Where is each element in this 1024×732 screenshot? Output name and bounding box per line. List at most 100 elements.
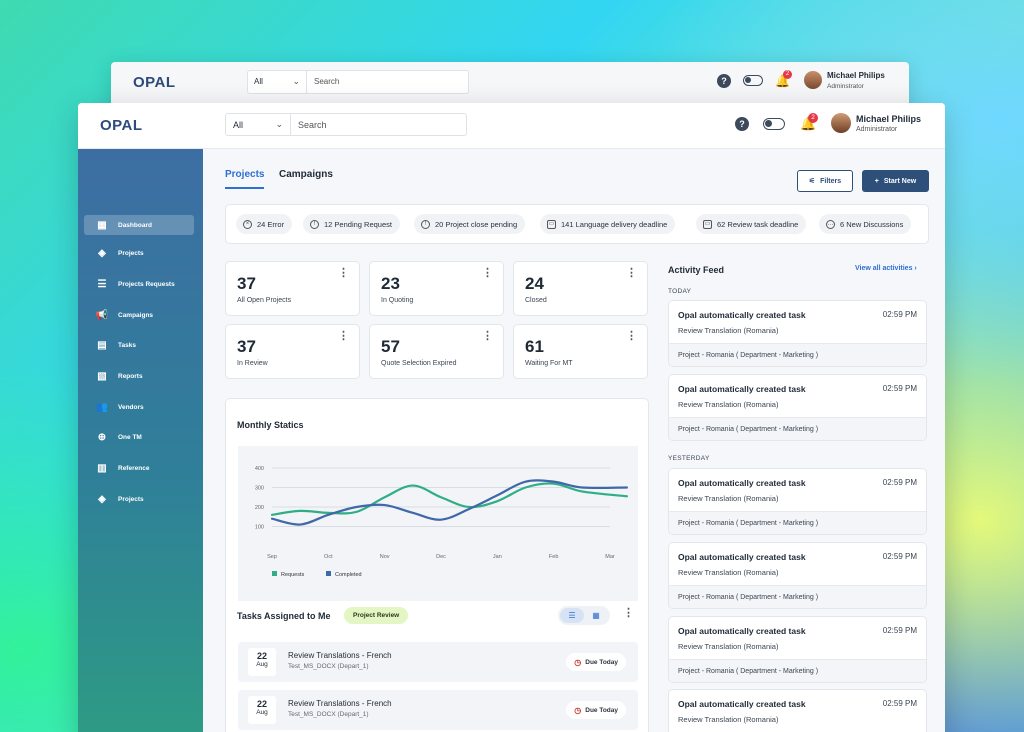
help-icon[interactable]: ?	[735, 117, 749, 131]
chart-area: 100 200 300 400 Sep Oct Nov Dec Jan Feb Mar Request…	[238, 446, 638, 601]
feed-item[interactable]: Opal automatically created task 02:59 PM…	[668, 542, 927, 609]
chip-new-discussions[interactable]: … 6 New Discussions	[819, 214, 912, 234]
scope-select[interactable]: All ⌄	[247, 70, 307, 94]
sidebar-item-label: Vendors	[118, 403, 144, 411]
legend-label: Requests	[281, 572, 304, 578]
feed-item-subtitle: Review Translation (Romania)	[678, 326, 779, 335]
tab-campaigns[interactable]: Campaigns	[279, 169, 333, 180]
search-input[interactable]: Search	[307, 70, 469, 94]
tasks-icon: ▤	[97, 339, 107, 351]
stat-card-all-open-projects[interactable]: 37 All Open Projects ⋮	[225, 261, 360, 316]
scope-select[interactable]: All ⌄	[225, 113, 291, 136]
feed-item[interactable]: Opal automatically created task 02:59 PM…	[668, 616, 927, 683]
feed-item[interactable]: Opal automatically created task 02:59 PM…	[668, 468, 927, 535]
stat-label: Waiting For MT	[525, 360, 573, 367]
y-tick-label: 200	[255, 505, 264, 511]
sidebar-item-projects[interactable]: ◈ Projects	[84, 243, 194, 263]
task-row[interactable]: 22 Aug Review Translations - French Test_…	[238, 690, 638, 730]
sidebar-item-label: One TM	[118, 433, 142, 441]
chip-label: 12 Pending Request	[324, 219, 392, 229]
sidebar-item-projects-2[interactable]: ◈ Projects	[84, 489, 194, 509]
chart-title: Monthly Statics	[237, 420, 304, 430]
chip-label: 24 Error	[257, 219, 285, 229]
stat-value: 37	[237, 274, 256, 293]
list-icon: ☰	[97, 278, 107, 290]
stat-label: In Quoting	[381, 297, 414, 304]
calendar-view-icon[interactable]: ▦	[592, 611, 600, 620]
stat-card-waiting-for-mt[interactable]: 61 Waiting For MT ⋮	[513, 324, 648, 379]
help-icon[interactable]: ?	[717, 74, 731, 88]
feed-section-yesterday: YESTERDAY	[668, 455, 710, 462]
chip-label: 141 Language delivery deadline	[561, 219, 668, 229]
feed-item-time: 02:59 PM	[882, 310, 917, 319]
globe-icon: ⊕	[97, 431, 107, 443]
filters-button[interactable]: ⚟ Filters	[797, 170, 853, 192]
top-bar: OPAL All ⌄ Search ? 🔔 2 Michael Philips A…	[78, 103, 945, 149]
feed-item-subtitle: Review Translation (Romania)	[678, 568, 779, 577]
stat-card-closed[interactable]: 24 Closed ⋮	[513, 261, 648, 316]
chip-project-close-pending[interactable]: ! 20 Project close pending	[414, 214, 526, 234]
chip-pending-request[interactable]: ! 12 Pending Request	[303, 214, 400, 234]
sidebar-item-vendors[interactable]: 👥 Vendors	[84, 397, 194, 417]
sidebar-item-reference[interactable]: ▥ Reference	[84, 458, 194, 478]
search-input[interactable]: Search	[291, 113, 467, 136]
more-options-icon[interactable]: ⋮	[626, 330, 637, 342]
sidebar-item-reports[interactable]: ▧ Reports	[84, 366, 194, 386]
chevron-right-icon: ›	[914, 265, 917, 272]
feed-item-footer: Project - Romania ( Department - Marketi…	[669, 659, 926, 682]
sidebar-item-tasks[interactable]: ▤ Tasks	[84, 335, 194, 355]
sidebar-item-one-tm[interactable]: ⊕ One TM	[84, 427, 194, 447]
clock-icon: ◷	[574, 657, 582, 667]
project-review-tag[interactable]: Project Review	[344, 607, 409, 624]
chip-language-delivery-deadline[interactable]: ▭ 141 Language delivery deadline	[540, 214, 676, 234]
users-icon: 👥	[95, 401, 109, 413]
task-title: Review Translations - French	[288, 651, 392, 660]
sidebar-item-dashboard[interactable]: ▦ Dashboard	[84, 215, 194, 235]
more-options-icon[interactable]: ⋮	[482, 330, 493, 342]
feed-item-title: Opal automatically created task	[678, 626, 806, 636]
stat-card-in-quoting[interactable]: 23 In Quoting ⋮	[369, 261, 504, 316]
start-new-button[interactable]: + Start New	[862, 170, 929, 192]
sidebar-item-campaigns[interactable]: 📢 Campaigns	[84, 305, 194, 325]
feed-item-subtitle: Review Translation (Romania)	[678, 494, 779, 503]
feed-item-time: 02:59 PM	[882, 478, 917, 487]
more-options-icon[interactable]: ⋮	[482, 267, 493, 279]
sidebar-item-projects-requests[interactable]: ☰ Projects Requests	[84, 274, 194, 294]
stat-card-quote-selection-expired[interactable]: 57 Quote Selection Expired ⋮	[369, 324, 504, 379]
chip-errors[interactable]: × 24 Error	[236, 214, 293, 234]
app-logo[interactable]: OPAL	[100, 117, 143, 134]
main-window: OPAL All ⌄ Search ? 🔔 2 Michael Philips A…	[78, 103, 945, 732]
list-view-icon[interactable]: ☰	[560, 608, 584, 623]
notification-badge: 2	[783, 70, 792, 79]
legend-swatch	[272, 571, 277, 576]
feed-item-title: Opal automatically created task	[678, 699, 806, 709]
avatar[interactable]	[804, 71, 822, 89]
series-line-completed	[270, 479, 628, 526]
view-all-activities-link[interactable]: View all activities ›	[855, 265, 917, 272]
feed-item-time: 02:59 PM	[882, 626, 917, 635]
feed-item[interactable]: Opal automatically created task 02:59 PM…	[668, 374, 927, 441]
stat-label: All Open Projects	[237, 297, 292, 304]
sidebar-item-label: Reference	[118, 464, 150, 472]
feed-item[interactable]: Opal automatically created task 02:59 PM…	[668, 300, 927, 367]
more-options-icon[interactable]: ⋮	[626, 267, 637, 279]
stat-value: 37	[237, 337, 256, 356]
chip-review-task-deadline[interactable]: ▭ 62 Review task deadline	[696, 214, 807, 234]
theme-toggle[interactable]	[743, 75, 763, 86]
more-options-icon[interactable]: ⋮	[338, 267, 349, 279]
task-row[interactable]: 22 Aug Review Translations - French Test_…	[238, 642, 638, 682]
more-options-icon[interactable]: ⋮	[623, 607, 634, 619]
user-role: Adminstrator	[827, 83, 864, 90]
theme-toggle[interactable]	[763, 118, 785, 130]
tab-projects[interactable]: Projects	[225, 169, 265, 180]
user-name[interactable]: Michael Philips	[856, 114, 922, 124]
report-icon: ▧	[97, 370, 107, 382]
avatar[interactable]	[831, 113, 851, 133]
due-status-label: Due Today	[585, 658, 618, 666]
feed-item[interactable]: Opal automatically created task 02:59 PM…	[668, 689, 927, 732]
more-options-icon[interactable]: ⋮	[338, 330, 349, 342]
task-title: Review Translations - French	[288, 699, 392, 708]
stat-card-in-review[interactable]: 37 In Review ⋮	[225, 324, 360, 379]
y-tick-label: 300	[255, 486, 264, 492]
sidebar-item-label: Projects	[118, 495, 144, 503]
